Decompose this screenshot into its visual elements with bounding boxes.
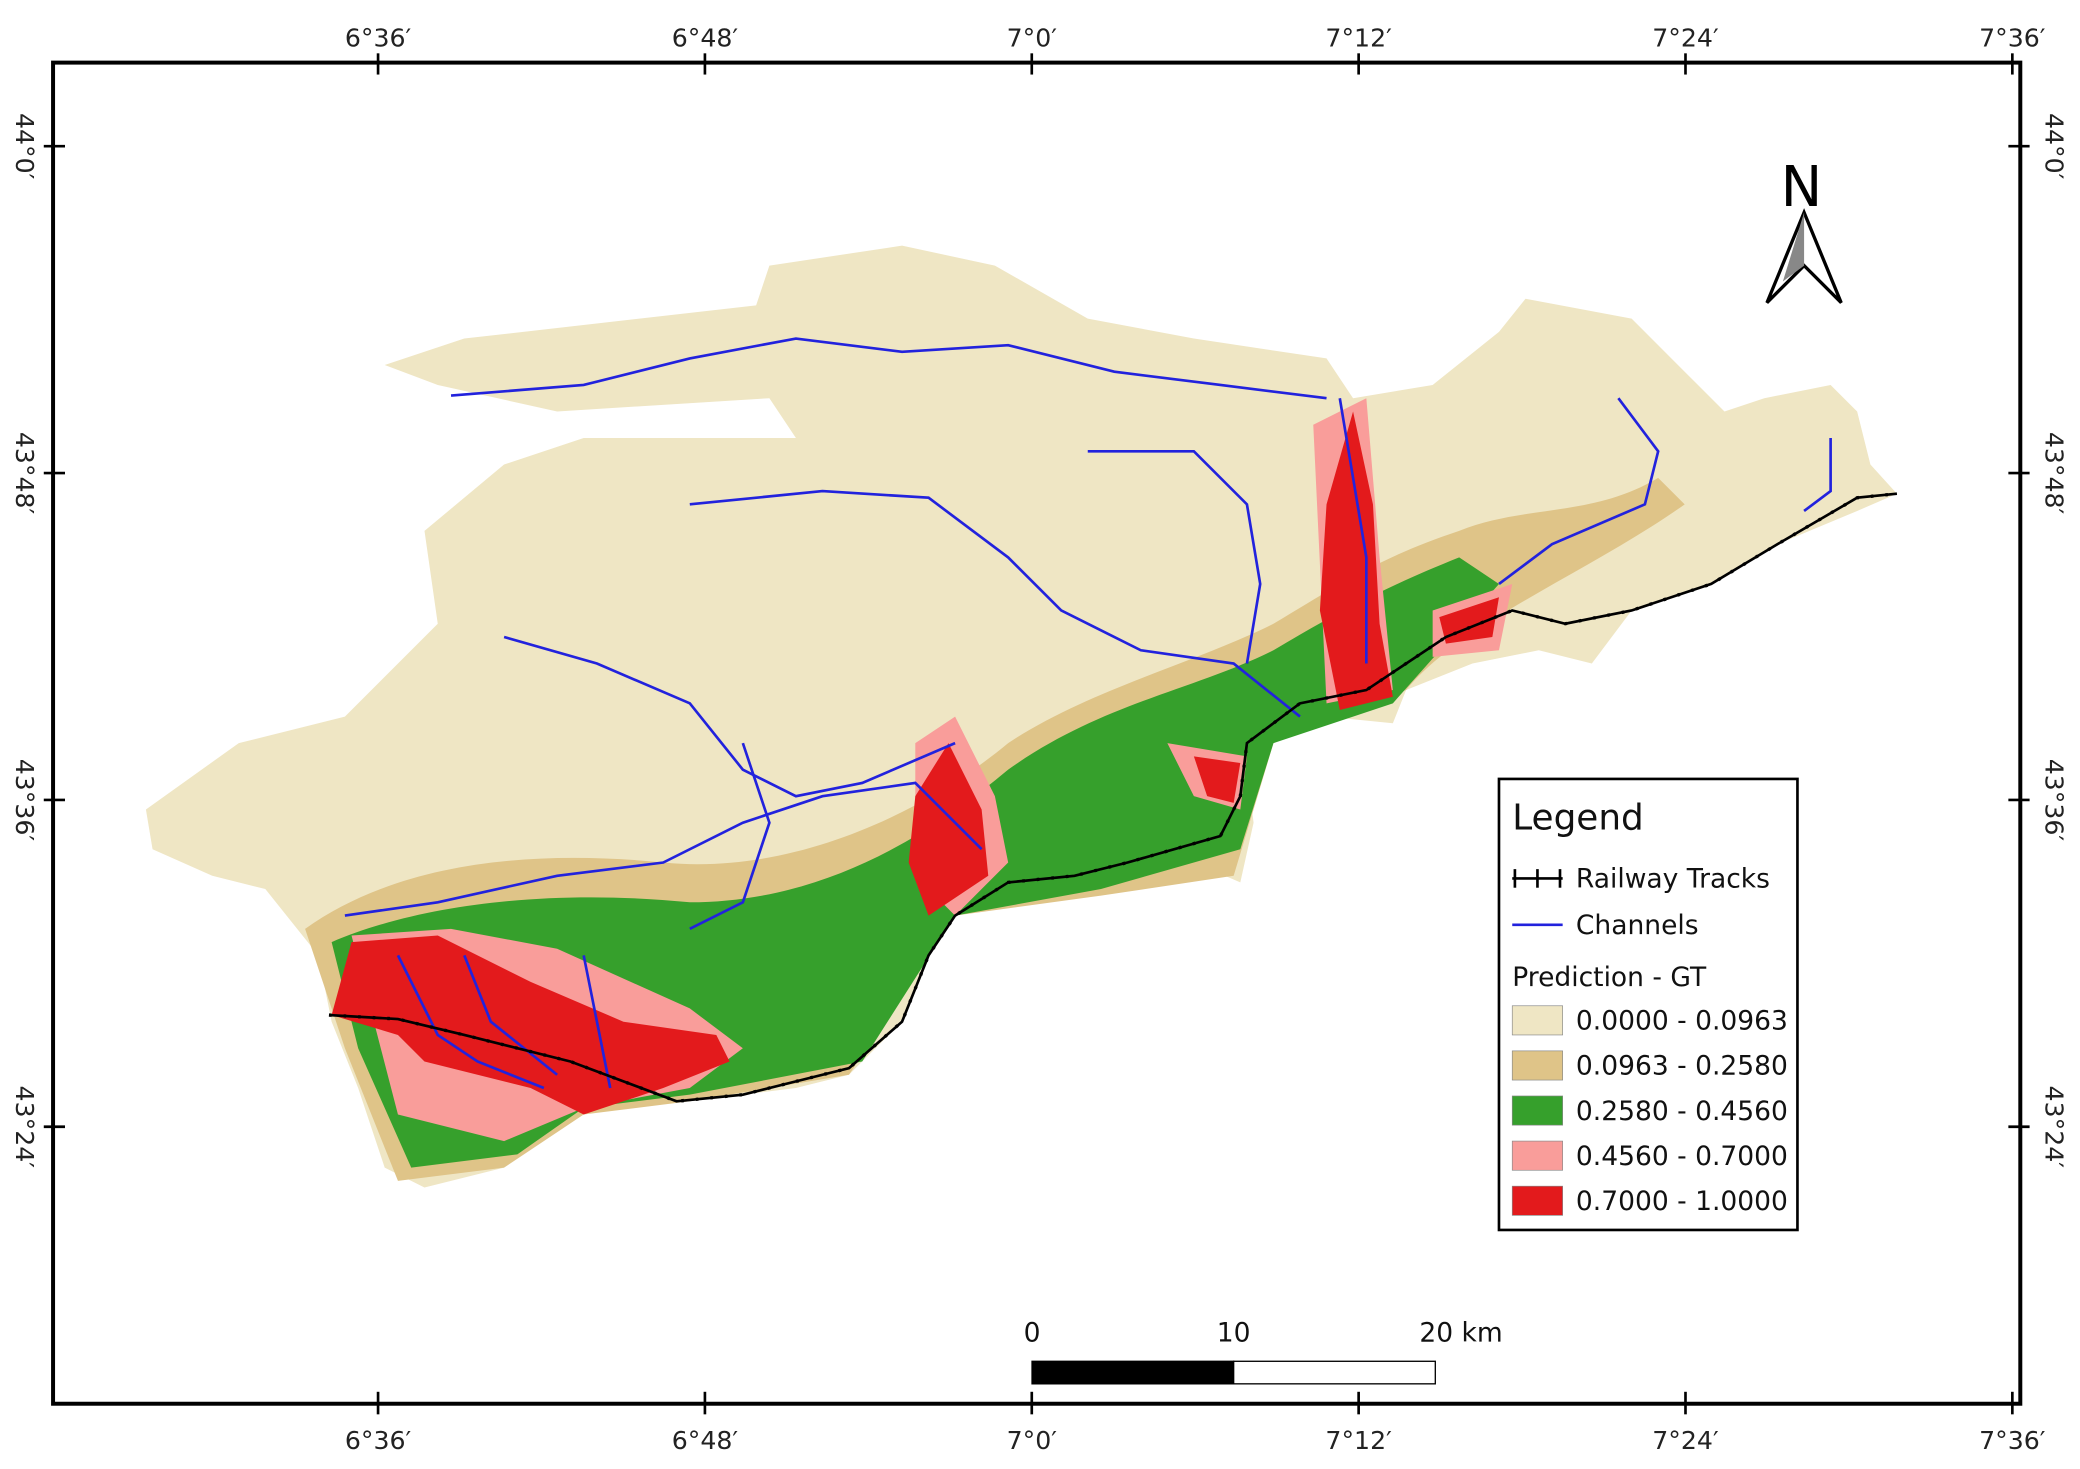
channel <box>689 489 1301 718</box>
channel <box>503 635 956 798</box>
legend-swatch <box>1511 1050 1563 1081</box>
lon-label: 6°48′ <box>672 24 739 53</box>
lon-label: 7°12′ <box>1325 24 1392 53</box>
channel <box>582 955 612 1089</box>
north-label: N <box>1781 155 1823 220</box>
legend-class: 0.2580 - 0.4560 <box>1576 1096 1788 1127</box>
legend-swatch <box>1511 1185 1563 1216</box>
lat-label: 44°0′ <box>10 113 39 180</box>
lat-label: 43°36′ <box>10 759 39 842</box>
channel <box>689 742 771 931</box>
channel <box>1338 398 1368 664</box>
scale-bar: 0 10 20 km <box>1024 1317 1503 1385</box>
channel <box>1087 449 1262 664</box>
channel <box>396 954 545 1090</box>
land <box>145 245 1897 1188</box>
legend-item: Channels <box>1576 910 1699 941</box>
legend-swatch <box>1511 1005 1563 1036</box>
legend-class: 0.7000 - 1.0000 <box>1576 1186 1788 1217</box>
channel <box>463 954 558 1076</box>
legend-rail-ticks <box>1513 869 1562 888</box>
scale-label: 0 <box>1024 1317 1041 1348</box>
lon-label: 7°24′ <box>1652 24 1719 53</box>
scale-segment <box>1233 1360 1436 1385</box>
legend-item: Railway Tracks <box>1576 864 1770 895</box>
lon-label: 6°36′ <box>345 24 412 53</box>
zone <box>331 411 1499 1115</box>
legend-swatch <box>1511 1140 1563 1171</box>
zone <box>351 398 1513 1142</box>
lon-label: 6°36′ <box>345 1426 412 1455</box>
lat-label: 43°24′ <box>2040 1086 2069 1169</box>
legend-class: 0.4560 - 0.7000 <box>1576 1141 1788 1172</box>
lat-label: 43°48′ <box>2040 432 2069 515</box>
lon-label: 7°36′ <box>1979 24 2046 53</box>
legend-swatch <box>1511 1095 1563 1126</box>
channels <box>344 337 1832 1090</box>
lon-label: 6°48′ <box>672 1426 739 1455</box>
scale-segment <box>1031 1360 1235 1385</box>
lon-label: 7°24′ <box>1652 1426 1719 1455</box>
lat-label: 44°0′ <box>2040 113 2069 180</box>
lon-label: 7°36′ <box>1979 1426 2046 1455</box>
legend-section: Prediction - GT <box>1512 962 1707 993</box>
legend-title: Legend <box>1512 797 1644 838</box>
arrow-shade <box>1782 212 1805 282</box>
lon-label: 7°0′ <box>1007 24 1058 53</box>
lat-label: 43°24′ <box>10 1086 39 1169</box>
legend: Legend Railway Tracks Channels Predictio… <box>1497 777 1799 1232</box>
channel <box>1498 397 1660 585</box>
lat-label: 43°36′ <box>2040 759 2069 842</box>
scale-label: 10 <box>1217 1317 1251 1348</box>
channel <box>344 781 983 917</box>
railway <box>328 492 1898 1103</box>
channel <box>450 337 1327 400</box>
scale-label: 20 km <box>1419 1317 1502 1348</box>
legend-class: 0.0000 - 0.0963 <box>1576 1006 1788 1037</box>
lat-label: 43°48′ <box>10 432 39 515</box>
legend-class: 0.0963 - 0.2580 <box>1576 1051 1788 1082</box>
lon-label: 7°0′ <box>1007 1426 1058 1455</box>
channel <box>1803 438 1832 513</box>
lon-label: 7°12′ <box>1325 1426 1392 1455</box>
north-arrow: N <box>1765 155 1843 304</box>
